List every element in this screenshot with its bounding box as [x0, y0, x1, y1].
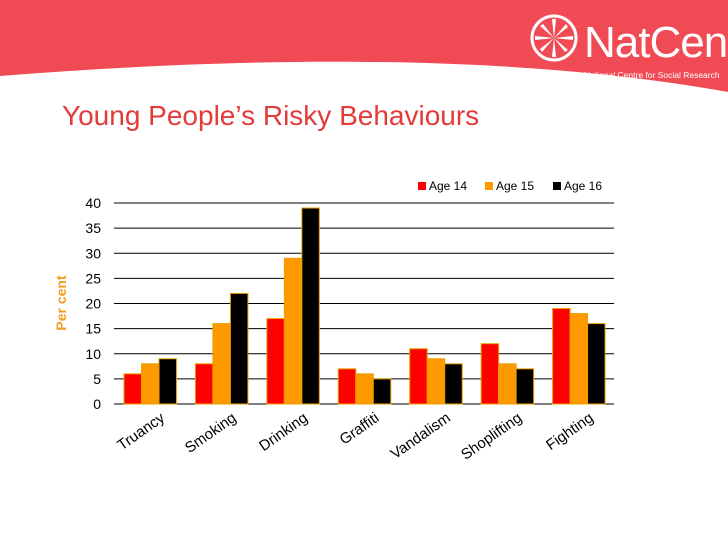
- bar-truancy-age-15: [141, 363, 160, 405]
- slide-title: Young People’s Risky Behaviours: [62, 100, 480, 131]
- natcen-logo: NatCen National Centre for Social Resear…: [528, 12, 728, 82]
- y-tick-label: 0: [93, 396, 101, 412]
- bar-truancy-age-14: [123, 373, 142, 405]
- natcen-sunburst-icon: [530, 14, 578, 62]
- category-label: Vandalism: [388, 409, 454, 462]
- bar-graffiti-age-16: [372, 378, 392, 405]
- legend-label: Age 15: [496, 179, 534, 193]
- bar-vandalism-age-14: [409, 348, 428, 405]
- bar-drinking-age-16: [301, 207, 320, 405]
- bar-drinking-age-15: [283, 257, 303, 405]
- legend-label: Age 16: [564, 179, 602, 193]
- category-label: Smoking: [182, 409, 240, 456]
- bar-drinking-age-14: [266, 318, 285, 405]
- bar-vandalism-age-15: [426, 358, 446, 405]
- legend-swatch: [418, 182, 426, 190]
- category-label: Shoplifting: [458, 409, 525, 463]
- y-tick-label: 40: [85, 195, 101, 211]
- legend-label: Age 14: [429, 179, 467, 193]
- y-tick-label: 15: [85, 321, 101, 337]
- logo-tagline: National Centre for Social Research: [584, 70, 720, 80]
- bar-shoplifting-age-15: [498, 363, 517, 405]
- legend: Age 14 Age 15 Age 16: [418, 179, 602, 193]
- category-label: Truancy: [114, 409, 168, 454]
- legend-swatch: [485, 182, 493, 190]
- y-tick-label: 25: [85, 270, 101, 286]
- y-tick-label: 30: [85, 245, 101, 261]
- bar-shoplifting-age-14: [480, 343, 500, 405]
- logo-name: NatCen: [584, 18, 728, 67]
- header-banner: [0, 0, 728, 92]
- bar-vandalism-age-16: [444, 363, 463, 405]
- bars: [123, 207, 606, 405]
- y-tick-label: 5: [93, 371, 101, 387]
- bar-graffiti-age-14: [337, 368, 357, 405]
- bar-shoplifting-age-16: [515, 368, 535, 405]
- category-labels: Truancy Smoking Drinking Graffiti Vandalism S…: [114, 409, 596, 463]
- bar-fighting-age-15: [569, 313, 589, 405]
- category-label: Drinking: [256, 409, 311, 454]
- y-tick-label: 35: [85, 220, 101, 236]
- y-tick-label: 10: [85, 346, 101, 362]
- bar-fighting-age-16: [587, 323, 606, 405]
- bar-smoking-age-15: [212, 323, 231, 405]
- bar-graffiti-age-15: [355, 373, 374, 405]
- bar-smoking-age-16: [229, 292, 249, 405]
- banner-shape: [0, 0, 728, 92]
- y-tick-label: 20: [85, 296, 101, 312]
- category-label: Graffiti: [337, 409, 383, 448]
- bar-fighting-age-14: [552, 308, 571, 405]
- legend-swatch: [553, 182, 561, 190]
- bar-truancy-age-16: [158, 358, 177, 405]
- y-tick-labels: 0 5 10 15 20 25 30 35 40: [85, 195, 101, 412]
- y-axis-label: Per cent: [53, 275, 69, 331]
- bar-smoking-age-14: [194, 363, 214, 405]
- category-label: Fighting: [543, 409, 596, 454]
